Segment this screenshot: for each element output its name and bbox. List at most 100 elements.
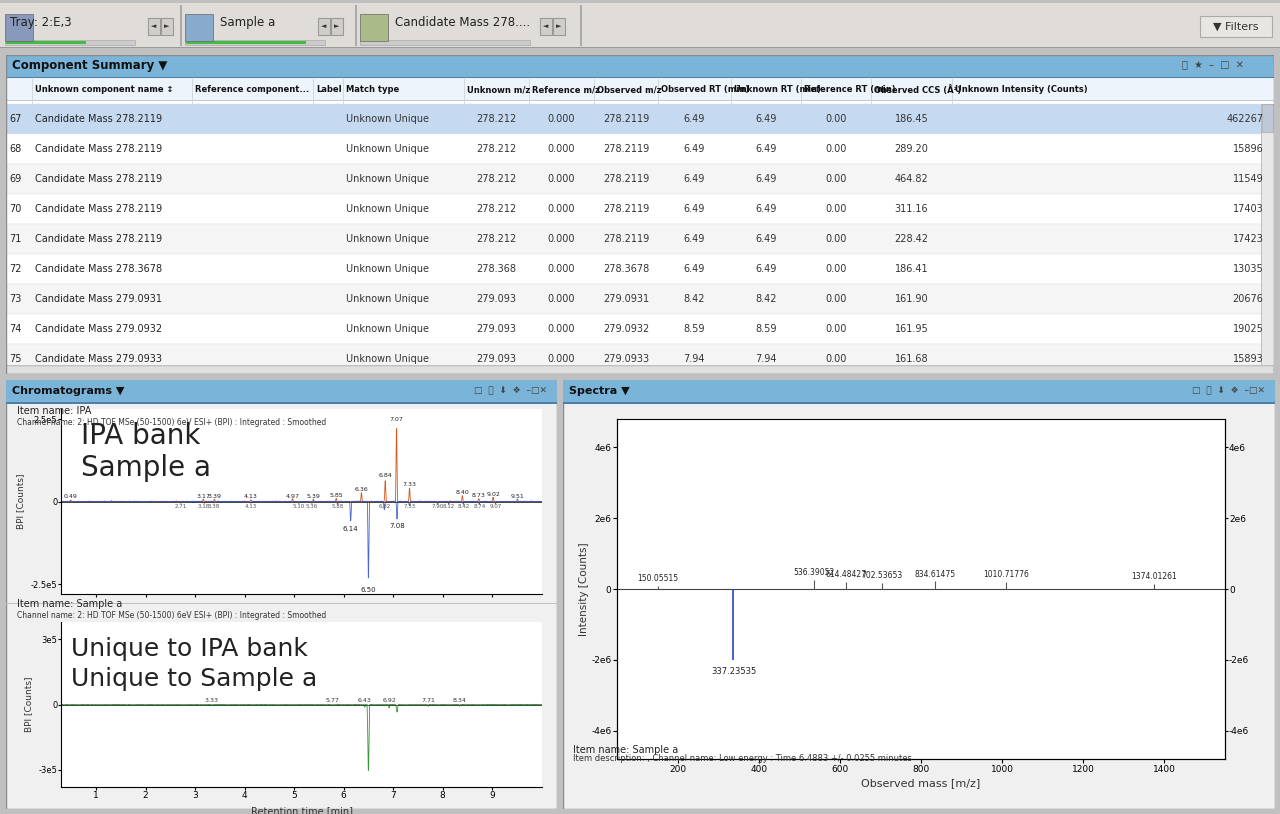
Text: 279.093: 279.093 <box>476 324 516 335</box>
Text: 0.00: 0.00 <box>826 144 847 154</box>
Text: 8.42: 8.42 <box>457 505 470 510</box>
Text: Unique to Sample a: Unique to Sample a <box>72 667 317 690</box>
Text: 278.2119: 278.2119 <box>603 144 649 154</box>
Text: Unknown Unique: Unknown Unique <box>347 324 429 335</box>
Text: 278.212: 278.212 <box>476 144 516 154</box>
Text: 0.000: 0.000 <box>548 354 575 365</box>
Bar <box>360 15 388 41</box>
Text: 0.00: 0.00 <box>826 265 847 274</box>
Text: 462267: 462267 <box>1226 114 1263 124</box>
Text: Reference m/z: Reference m/z <box>532 85 600 94</box>
Text: Unknown Unique: Unknown Unique <box>347 174 429 184</box>
Text: 311.16: 311.16 <box>895 204 928 214</box>
Text: 7.94: 7.94 <box>755 354 777 365</box>
Text: Unknown Unique: Unknown Unique <box>347 295 429 304</box>
Text: 11549: 11549 <box>1233 174 1263 184</box>
Text: 17403: 17403 <box>1233 204 1263 214</box>
Y-axis label: Intensity [Counts]: Intensity [Counts] <box>579 542 589 636</box>
Text: 6.92: 6.92 <box>383 698 397 703</box>
Text: 702.53653: 702.53653 <box>861 571 902 580</box>
Text: Observed CCS (Å²): Observed CCS (Å²) <box>874 85 961 95</box>
Text: □  ⛶  ⬇  ❖  –□✕: □ ⛶ ⬇ ❖ –□✕ <box>474 387 547 396</box>
Bar <box>186 15 212 41</box>
Bar <box>580 5 582 46</box>
Text: 614.48427: 614.48427 <box>826 571 867 580</box>
Text: 1010.71776: 1010.71776 <box>983 571 1029 580</box>
Text: 2.71: 2.71 <box>174 505 187 510</box>
Text: 0.00: 0.00 <box>826 354 847 365</box>
Bar <box>563 402 1275 404</box>
Text: 7.33: 7.33 <box>403 505 416 510</box>
Text: ◄: ◄ <box>321 24 326 29</box>
Bar <box>6 164 1271 194</box>
Text: Tray: 2:E,3: Tray: 2:E,3 <box>10 16 72 29</box>
Text: Spectra ▼: Spectra ▼ <box>570 386 630 396</box>
Text: 8.12: 8.12 <box>443 505 454 510</box>
Bar <box>1201 16 1272 37</box>
Text: 7.07: 7.07 <box>389 418 403 422</box>
Text: 0.000: 0.000 <box>548 114 575 124</box>
Text: 4.13: 4.13 <box>244 494 259 499</box>
Bar <box>6 194 1271 224</box>
Text: ▼ Filters: ▼ Filters <box>1213 22 1258 32</box>
Text: 337.23535: 337.23535 <box>710 667 756 676</box>
Text: 7.08: 7.08 <box>389 523 404 529</box>
Text: 71: 71 <box>9 234 22 244</box>
Bar <box>1261 104 1274 374</box>
Text: 6.84: 6.84 <box>379 472 392 478</box>
Text: Candidate Mass 278.2119: Candidate Mass 278.2119 <box>35 204 161 214</box>
Text: 0.00: 0.00 <box>826 234 847 244</box>
Text: 8.42: 8.42 <box>755 295 777 304</box>
Text: 1374.01261: 1374.01261 <box>1130 572 1176 581</box>
Text: Reference component...: Reference component... <box>196 85 310 94</box>
Bar <box>6 254 1271 284</box>
Text: 0.00: 0.00 <box>826 204 847 214</box>
Text: 7.33: 7.33 <box>403 482 416 487</box>
Text: Sample a: Sample a <box>220 16 275 29</box>
Text: Unknown Unique: Unknown Unique <box>347 354 429 365</box>
Text: Unknown Unique: Unknown Unique <box>347 234 429 244</box>
Text: 0.00: 0.00 <box>826 295 847 304</box>
Text: 0.00: 0.00 <box>826 174 847 184</box>
Text: 279.0932: 279.0932 <box>603 324 649 335</box>
Text: 6.49: 6.49 <box>684 144 705 154</box>
Text: 3.18: 3.18 <box>198 505 210 510</box>
Text: 0.000: 0.000 <box>548 295 575 304</box>
Bar <box>5 15 33 41</box>
Text: 20676: 20676 <box>1233 295 1263 304</box>
Bar <box>186 40 325 46</box>
Text: 17423: 17423 <box>1233 234 1263 244</box>
Text: Unknown Unique: Unknown Unique <box>347 204 429 214</box>
Text: 161.68: 161.68 <box>895 354 928 365</box>
Text: 8.59: 8.59 <box>755 324 777 335</box>
Text: Candidate Mass 278.2119: Candidate Mass 278.2119 <box>35 144 161 154</box>
Text: 69: 69 <box>9 174 22 184</box>
Text: 0.000: 0.000 <box>548 265 575 274</box>
Text: 161.90: 161.90 <box>895 295 928 304</box>
Bar <box>6 380 557 402</box>
Text: Unknown RT (min): Unknown RT (min) <box>733 85 820 94</box>
Text: 8.59: 8.59 <box>684 324 705 335</box>
Text: 0.000: 0.000 <box>548 144 575 154</box>
Text: 5.36: 5.36 <box>306 505 319 510</box>
Bar <box>6 55 1274 77</box>
Y-axis label: BPI [Counts]: BPI [Counts] <box>17 474 26 529</box>
Text: 279.0933: 279.0933 <box>603 354 649 365</box>
Text: Candidate Mass 279.0933: Candidate Mass 279.0933 <box>35 354 161 365</box>
Text: Unknown Unique: Unknown Unique <box>347 144 429 154</box>
Text: 3.17: 3.17 <box>197 493 210 499</box>
Text: 📎  ★  –  □  ✕: 📎 ★ – □ ✕ <box>1181 60 1243 71</box>
Text: 7.71: 7.71 <box>421 698 435 703</box>
Text: 9.51: 9.51 <box>511 494 525 499</box>
Text: 19025: 19025 <box>1233 324 1263 335</box>
Text: 3.39: 3.39 <box>207 494 221 499</box>
Text: Unknown Unique: Unknown Unique <box>347 265 429 274</box>
Text: 6.49: 6.49 <box>684 174 705 184</box>
Text: 68: 68 <box>9 144 22 154</box>
Text: 7.90: 7.90 <box>431 505 444 510</box>
Text: Unique to IPA bank: Unique to IPA bank <box>72 637 308 661</box>
Bar <box>6 134 1271 164</box>
Text: 74: 74 <box>9 324 22 335</box>
Text: Observed m/z: Observed m/z <box>596 85 662 94</box>
Text: 6.49: 6.49 <box>755 174 777 184</box>
